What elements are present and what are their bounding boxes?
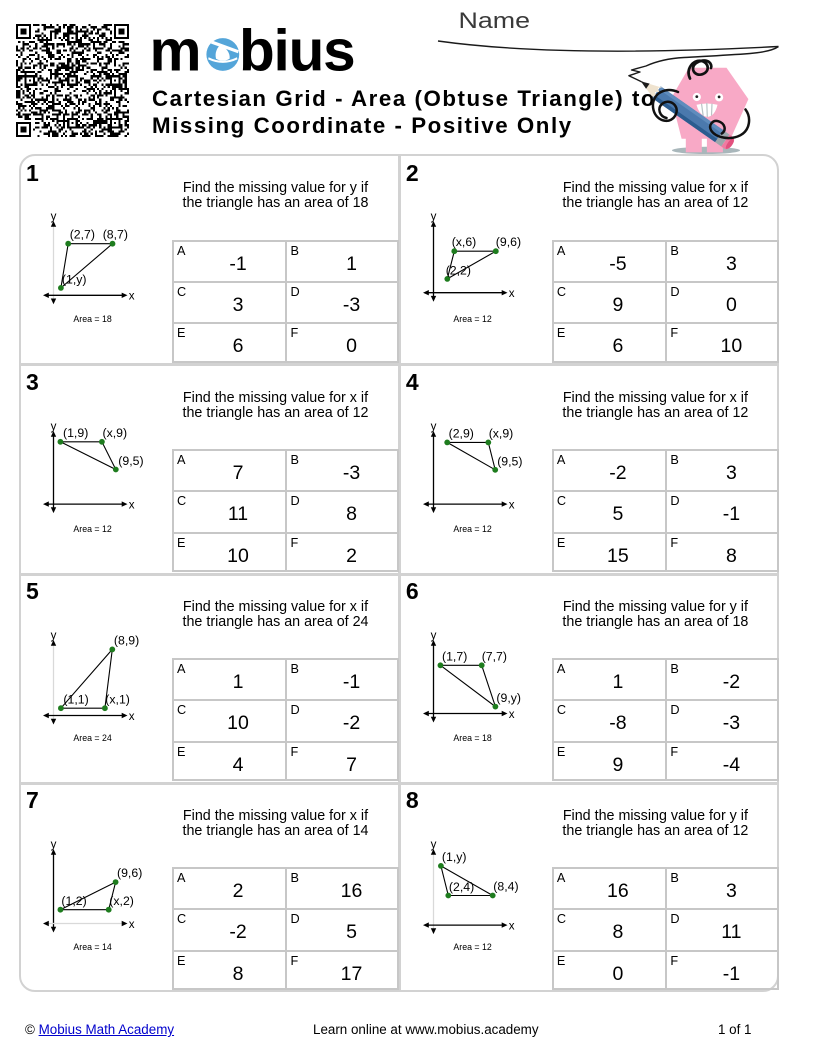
svg-text:y: y bbox=[51, 210, 57, 223]
svg-text:(9,6): (9,6) bbox=[496, 235, 521, 249]
svg-text:x: x bbox=[129, 917, 135, 930]
svg-text:Area = 18: Area = 18 bbox=[453, 733, 491, 743]
svg-text:y: y bbox=[430, 628, 436, 641]
svg-text:y: y bbox=[430, 210, 436, 223]
svg-text:Area = 24: Area = 24 bbox=[73, 733, 111, 743]
svg-text:(1,9): (1,9) bbox=[63, 425, 88, 439]
svg-text:(9,6): (9,6) bbox=[117, 866, 142, 880]
svg-text:(2,2): (2,2) bbox=[446, 263, 471, 277]
svg-text:(8,7): (8,7) bbox=[103, 228, 128, 242]
svg-text:(1,1): (1,1) bbox=[63, 692, 88, 706]
svg-text:Area = 12: Area = 12 bbox=[453, 314, 491, 324]
svg-text:x: x bbox=[509, 919, 515, 932]
svg-text:(8,4): (8,4) bbox=[493, 879, 518, 893]
svg-text:x: x bbox=[129, 498, 135, 511]
svg-text:y: y bbox=[51, 837, 57, 850]
svg-text:Area = 12: Area = 12 bbox=[453, 524, 491, 534]
svg-text:(x,9): (x,9) bbox=[489, 426, 514, 440]
svg-text:(2,4): (2,4) bbox=[449, 880, 474, 894]
svg-text:x: x bbox=[129, 709, 135, 722]
svg-text:Area = 12: Area = 12 bbox=[453, 942, 491, 952]
svg-text:x: x bbox=[129, 290, 135, 303]
svg-text:(x,2): (x,2) bbox=[109, 894, 134, 908]
svg-text:(x,6): (x,6) bbox=[452, 235, 477, 249]
svg-text:bius: bius bbox=[239, 20, 354, 80]
svg-text:(9,5): (9,5) bbox=[497, 454, 522, 468]
svg-text:Area = 14: Area = 14 bbox=[73, 942, 111, 952]
svg-text:y: y bbox=[51, 419, 57, 432]
svg-text:(2,9): (2,9) bbox=[448, 426, 473, 440]
svg-text:(1,y): (1,y) bbox=[62, 272, 87, 286]
svg-text:(1,y): (1,y) bbox=[442, 849, 467, 863]
svg-text:x: x bbox=[509, 707, 515, 720]
svg-text:Name: Name bbox=[459, 8, 531, 33]
svg-text:(x,9): (x,9) bbox=[103, 425, 128, 439]
svg-text:x: x bbox=[509, 498, 515, 511]
svg-text:(8,9): (8,9) bbox=[114, 633, 139, 647]
svg-text:(9,y): (9,y) bbox=[496, 691, 521, 705]
svg-text:(9,5): (9,5) bbox=[118, 454, 143, 468]
svg-text:(2,7): (2,7) bbox=[70, 228, 95, 242]
svg-text:(7,7): (7,7) bbox=[482, 649, 507, 663]
svg-text:(x,1): (x,1) bbox=[105, 692, 130, 706]
svg-text:(1,2): (1,2) bbox=[61, 894, 86, 908]
svg-text:m: m bbox=[150, 20, 200, 80]
svg-text:Area = 18: Area = 18 bbox=[73, 314, 111, 324]
svg-text:Area = 12: Area = 12 bbox=[73, 524, 111, 534]
svg-text:x: x bbox=[509, 287, 515, 300]
svg-text:y: y bbox=[51, 628, 57, 641]
svg-text:(1,7): (1,7) bbox=[442, 649, 467, 663]
svg-text:y: y bbox=[430, 837, 436, 850]
svg-text:y: y bbox=[430, 419, 436, 432]
